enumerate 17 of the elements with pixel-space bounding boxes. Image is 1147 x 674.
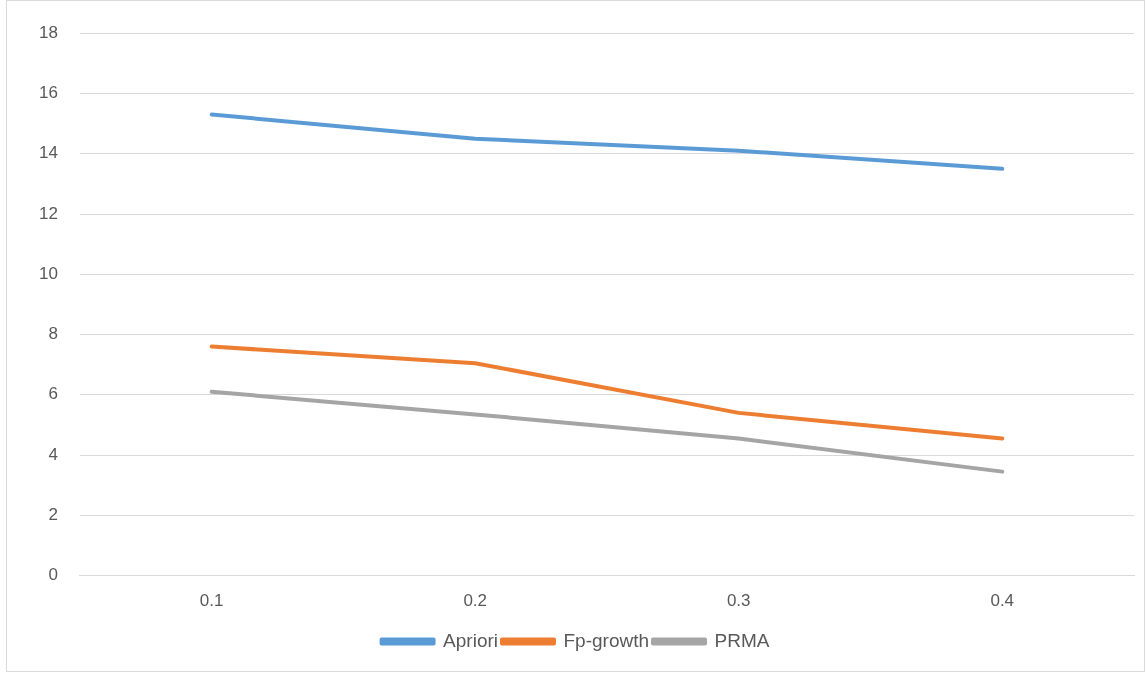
y-tick-label: 4 <box>48 444 58 464</box>
y-tick-label: 14 <box>38 143 58 163</box>
y-tick-label: 0 <box>48 565 58 585</box>
y-tick-label: 18 <box>38 22 58 42</box>
y-tick-label: 12 <box>38 203 58 223</box>
y-tick-label: 6 <box>48 384 58 404</box>
x-tick-label: 0.2 <box>463 591 488 611</box>
legend-label: PRMA <box>714 629 770 651</box>
y-tick-label: 10 <box>38 263 58 283</box>
legend-label: Apriori <box>443 629 498 651</box>
y-tick-label: 8 <box>48 324 58 344</box>
x-tick-label: 0.4 <box>990 591 1015 611</box>
legend-label: Fp-growth <box>563 629 650 651</box>
x-tick-label: 0.1 <box>199 591 224 611</box>
x-tick-label: 0.3 <box>726 591 751 611</box>
y-tick-label: 2 <box>48 505 58 525</box>
y-tick-label: 16 <box>38 83 58 103</box>
